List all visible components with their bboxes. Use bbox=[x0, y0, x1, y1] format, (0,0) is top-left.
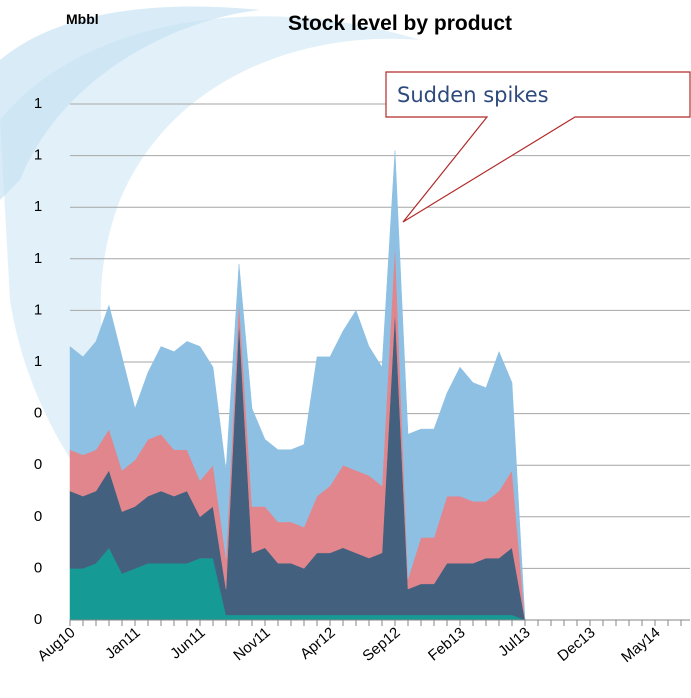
callout-box bbox=[385, 71, 691, 223]
y-tick-label: 0 bbox=[34, 559, 42, 576]
x-tick-label: Nov11 bbox=[230, 624, 273, 664]
plot: 0 0 0 0 0 1 1 1 1 1 1 Aug10 Jan11 Jun11 Nov11 Apr12 Sep1… bbox=[34, 95, 690, 666]
callout: Sudden spikes bbox=[385, 71, 691, 223]
y-tick-label: 1 bbox=[34, 301, 42, 318]
y-tick-label: 0 bbox=[34, 456, 42, 473]
x-tick-label: Jul13 bbox=[495, 624, 533, 660]
x-tick-label: Apr12 bbox=[297, 624, 339, 663]
x-tick-label: Aug10 bbox=[34, 624, 78, 665]
y-tick-label: 1 bbox=[34, 250, 42, 267]
annotation: Sudden spikes bbox=[397, 83, 549, 107]
y-tick-label: 1 bbox=[34, 95, 42, 112]
x-tick-label: Dec13 bbox=[554, 624, 598, 665]
y-tick-label: 0 bbox=[34, 611, 42, 628]
x-tick-label: Sep12 bbox=[359, 624, 403, 665]
y-tick-label: 1 bbox=[34, 198, 42, 215]
chart-title: Stock level by product bbox=[288, 12, 512, 35]
y-tick-label: 0 bbox=[34, 405, 42, 422]
y-tick-label: 1 bbox=[34, 353, 42, 370]
y-tick-label: 0 bbox=[34, 508, 42, 525]
x-tick-label: May14 bbox=[618, 624, 663, 666]
y-tick-label: 1 bbox=[34, 147, 42, 164]
swirl bbox=[0, 6, 260, 201]
x-tick-label: Feb13 bbox=[425, 624, 469, 664]
area bbox=[69, 150, 526, 621]
unit-label: Mbbl bbox=[66, 11, 99, 27]
x-tick-label: Jun11 bbox=[167, 624, 208, 663]
x-tick-label: Jan11 bbox=[102, 624, 143, 663]
